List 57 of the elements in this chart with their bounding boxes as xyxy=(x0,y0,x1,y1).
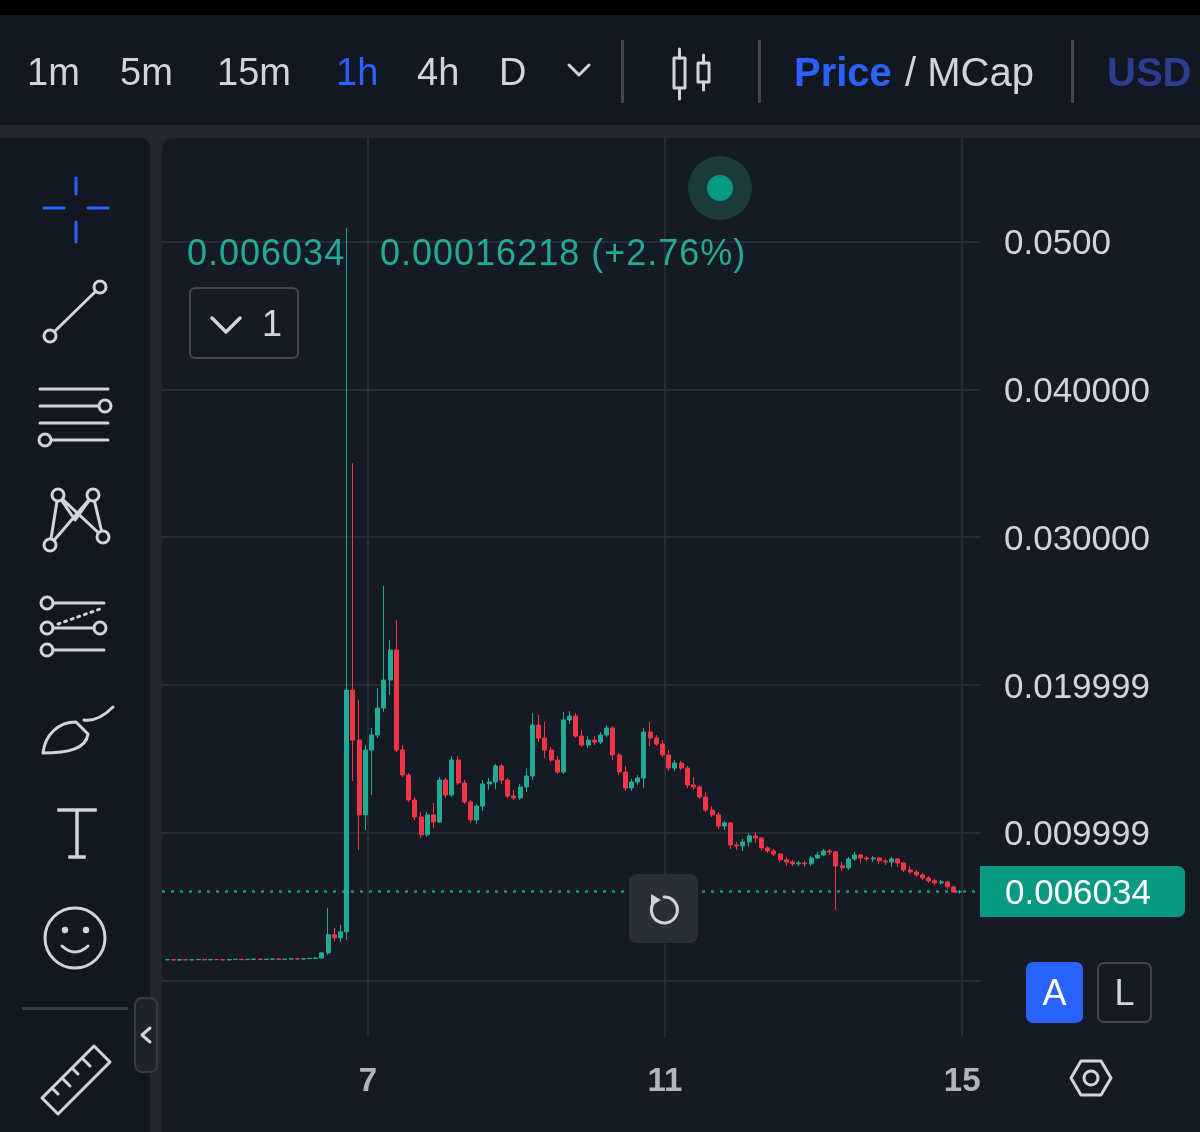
candlestick xyxy=(592,735,597,746)
candlestick xyxy=(443,777,448,799)
candlestick xyxy=(177,958,182,961)
candlestick xyxy=(425,811,430,838)
candlestick xyxy=(350,462,355,782)
candlestick xyxy=(388,639,393,696)
candlestick xyxy=(939,879,944,886)
candlestick xyxy=(295,957,300,960)
candlestick xyxy=(282,958,287,961)
candlestick xyxy=(740,838,745,852)
candlestick xyxy=(289,957,294,960)
annotation: 1 xyxy=(262,303,283,344)
text: Price xyxy=(794,50,892,94)
text: D xyxy=(499,51,527,93)
y-tick-label: 0.040000 xyxy=(1004,369,1150,409)
text: USD xyxy=(1107,50,1192,94)
candlestick xyxy=(840,861,845,872)
text: 15m xyxy=(217,51,291,93)
text: 1m xyxy=(27,51,80,93)
candlestick xyxy=(672,759,677,772)
text: A xyxy=(1042,972,1067,1013)
candlestick xyxy=(889,856,894,868)
candlestick xyxy=(957,889,962,895)
y-tick-label: 0.019999 xyxy=(1004,665,1150,705)
candlestick xyxy=(722,820,727,831)
text: 1h xyxy=(336,51,379,93)
candlestick xyxy=(357,699,362,851)
candlestick xyxy=(802,860,807,868)
candlestick xyxy=(871,855,876,863)
x-tick-label: 15 xyxy=(943,1061,981,1098)
candlestick xyxy=(449,755,454,798)
x-tick-label: 11 xyxy=(647,1061,683,1098)
ref-line-label: 0.006034 xyxy=(1005,872,1151,912)
text: 4h xyxy=(417,51,460,93)
annotation: 0.00016218 (+2.76%) xyxy=(380,232,747,273)
candlestick xyxy=(586,735,591,749)
candlestick xyxy=(431,802,436,829)
y-tick-label: 0.0500 xyxy=(1004,222,1112,261)
candlestick xyxy=(796,860,801,867)
candlestick xyxy=(332,927,337,943)
candlestick xyxy=(258,958,263,961)
text: 5m xyxy=(120,51,173,93)
text: / MCap xyxy=(905,50,1034,94)
candlestick xyxy=(183,958,188,961)
candlestick xyxy=(610,725,615,761)
candlestick xyxy=(189,958,194,961)
y-tick-label: 0.009999 xyxy=(1004,813,1150,853)
candlestick xyxy=(171,958,176,961)
candlestick xyxy=(326,907,331,956)
candlestick xyxy=(747,832,752,848)
y-tick-label: 0.030000 xyxy=(1004,517,1150,557)
candlestick xyxy=(437,776,442,824)
candlestick xyxy=(419,811,424,839)
x-tick-label: 7 xyxy=(358,1061,377,1098)
annotation: 0.006034 xyxy=(187,232,346,273)
candlestick xyxy=(276,957,281,961)
text: L xyxy=(1114,972,1135,1013)
